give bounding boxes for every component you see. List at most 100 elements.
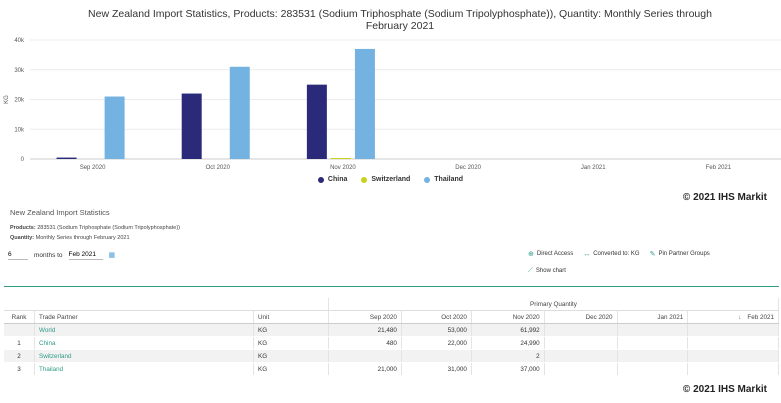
cell-rank: 1 [4, 336, 35, 350]
cell-value [617, 336, 689, 350]
cell-value: 22,000 [401, 336, 472, 350]
bar-china-0 [56, 157, 77, 159]
y-tick-label: 20k [14, 98, 25, 104]
show-chart-button[interactable]: ⟋ Show chart [528, 267, 566, 275]
table-row-world: World KG 21,480 53,000 61,992 [4, 323, 779, 337]
cell-value [544, 336, 618, 350]
cell-value [544, 362, 618, 376]
bar-thailand-2 [354, 48, 375, 159]
cell-value: 61,992 [471, 323, 545, 337]
legend-label-switzerland: Switzerland [371, 176, 411, 183]
cell-value [687, 362, 779, 376]
legend-label-thailand: Thailand [434, 176, 464, 183]
cell-value: 37,000 [471, 362, 545, 376]
group-header-primary-quantity: Primary Quantity [328, 298, 779, 311]
cell-unit: KG [253, 349, 329, 363]
pin-partner-groups-button[interactable]: ✎ Pin Partner Groups [650, 250, 710, 258]
col-header-dec-2020[interactable]: Dec 2020 [544, 310, 618, 324]
pin-groups-label: Pin Partner Groups [658, 251, 710, 257]
convert-arrows-icon: ↔ [583, 250, 591, 258]
col-header-feb-2021[interactable]: ↓ Feb 2021 [687, 310, 779, 324]
copyright-table: © 2021 IHS Markit [682, 384, 767, 395]
end-date-input[interactable] [68, 250, 103, 260]
months-input[interactable] [8, 250, 28, 260]
cell-rank [4, 323, 35, 337]
plus-circle-icon: ⊕ [528, 251, 534, 258]
y-tick-label: 30k [14, 68, 25, 74]
chart-title-line1: New Zealand Import Statistics, Products:… [88, 8, 712, 20]
x-tick-label: Dec 2020 [455, 165, 481, 171]
legend-item-thailand[interactable]: Thailand [424, 176, 463, 183]
chart-title-line2: February 2021 [365, 20, 435, 32]
converted-unit-button[interactable]: ↔ Converted to: KG [583, 250, 639, 258]
legend-swatch-china [317, 176, 324, 183]
cell-value [687, 349, 779, 363]
group-header-spacer [4, 298, 329, 311]
y-tick-label: 0 [21, 157, 25, 163]
col-header-nov-2020[interactable]: Nov 2020 [471, 310, 545, 324]
x-tick-label: Oct 2020 [206, 165, 231, 171]
y-tick-label: 10k [14, 127, 25, 133]
bar-thailand-1 [229, 66, 250, 159]
table-group-header-row: Primary Quantity [4, 298, 779, 311]
cell-value: 480 [328, 336, 402, 350]
cell-value: 24,990 [471, 336, 545, 350]
months-to-label: months to [34, 251, 63, 259]
actions-bar: ⊕ Direct Access ↔ Converted to: KG ✎ Pin… [528, 250, 710, 259]
panel-title: New Zealand Import Statistics [10, 208, 110, 217]
cell-unit: KG [253, 336, 329, 350]
col-header-trade-partner[interactable]: Trade Partner [34, 310, 254, 324]
partner-link-world[interactable]: World [34, 323, 254, 337]
legend-swatch-switzerland [361, 176, 368, 183]
col-header-feb-2021-label: Feb 2021 [747, 313, 774, 321]
cell-value: 2 [471, 349, 545, 363]
col-header-oct-2020[interactable]: Oct 2020 [401, 310, 472, 324]
bar-china-1 [181, 93, 202, 159]
x-tick-label: Feb 2021 [706, 165, 732, 171]
period-row: months to ▦ [8, 250, 115, 260]
y-axis-label: KG [4, 95, 10, 104]
products-value: 283531 (Sodium Triphosphate (Sodium Trip… [37, 225, 180, 231]
cell-value [617, 362, 689, 376]
cell-value [401, 349, 472, 363]
cell-value [617, 349, 689, 363]
legend-item-china[interactable]: China [317, 176, 347, 183]
bar-switzerland-2 [330, 158, 351, 159]
partner-link-switzerland[interactable]: Switzerland [34, 349, 254, 363]
partner-link-china[interactable]: China [34, 336, 254, 350]
show-chart-label: Show chart [535, 268, 566, 274]
cell-value: 21,480 [328, 323, 402, 337]
table-row-switzerland: 2 Switzerland KG 2 [4, 349, 779, 363]
bar-china-2 [306, 84, 327, 159]
partner-link-thailand[interactable]: Thailand [34, 362, 254, 376]
cell-rank: 2 [4, 349, 35, 363]
legend-swatch-thailand [424, 176, 431, 183]
section-divider [4, 286, 779, 287]
cell-value [617, 323, 689, 337]
x-tick-label: Sep 2020 [80, 165, 106, 171]
legend-item-switzerland[interactable]: Switzerland [361, 176, 410, 183]
bar-thailand-0 [104, 96, 125, 159]
direct-access-button[interactable]: ⊕ Direct Access [528, 250, 573, 258]
col-header-unit[interactable]: Unit [253, 310, 329, 324]
cell-value [687, 336, 779, 350]
direct-access-label: Direct Access [536, 251, 574, 257]
cell-value [328, 349, 402, 363]
chart-title: New Zealand Import Statistics, Products:… [60, 8, 740, 32]
table-header-row: Rank Trade Partner Unit Sep 2020 Oct 202… [4, 310, 779, 324]
cell-value [687, 323, 779, 337]
quantity-line: Quantity: Monthly Series through Februar… [10, 235, 130, 241]
bar-chart: 0 10k 20k 30k 40k KG Sep 2020 Oct 2020 Nov 2020 D… [4, 38, 781, 171]
col-header-sep-2020[interactable]: Sep 2020 [328, 310, 402, 324]
cell-value: 53,000 [401, 323, 472, 337]
col-header-jan-2021[interactable]: Jan 2021 [617, 310, 689, 324]
table-row-thailand: 3 Thailand KG 21,000 31,000 37,000 [4, 362, 779, 376]
cell-value [544, 323, 618, 337]
cell-unit: KG [253, 362, 329, 376]
x-tick-label: Jan 2021 [581, 165, 606, 171]
col-header-rank[interactable]: Rank [4, 310, 35, 324]
converted-label: Converted to: KG [593, 251, 640, 257]
copyright-chart: © 2021 IHS Markit [682, 192, 767, 203]
pin-icon: ✎ [649, 251, 656, 258]
calendar-icon[interactable]: ▦ [108, 252, 116, 259]
